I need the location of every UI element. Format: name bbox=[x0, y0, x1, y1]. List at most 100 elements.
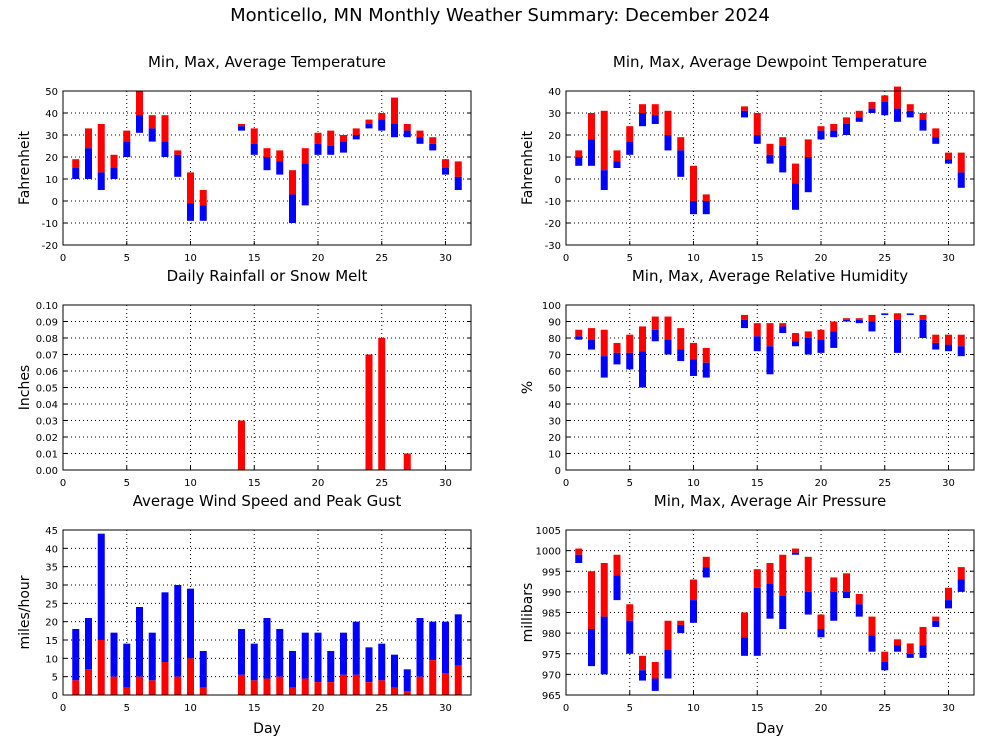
max-bar bbox=[957, 567, 965, 580]
rain-bar bbox=[403, 453, 411, 470]
gust-bar bbox=[429, 621, 437, 661]
y-tick-label: 0.03 bbox=[36, 417, 58, 428]
min-bar bbox=[651, 115, 659, 124]
max-bar bbox=[817, 329, 825, 340]
min-bar bbox=[613, 352, 621, 365]
max-bar bbox=[340, 135, 347, 142]
max-bar bbox=[957, 334, 965, 347]
max-bar bbox=[817, 126, 825, 131]
max-bar bbox=[639, 104, 646, 113]
min-bar bbox=[766, 346, 774, 375]
max-bar bbox=[830, 321, 838, 332]
max-bar bbox=[792, 333, 799, 342]
min-bar bbox=[690, 359, 697, 376]
avg-wind-bar bbox=[403, 691, 411, 695]
x-tick-label: 15 bbox=[248, 478, 261, 489]
y-tick-label: 30 bbox=[45, 581, 58, 592]
max-bar bbox=[250, 128, 258, 144]
max-bar bbox=[945, 152, 952, 160]
min-bar bbox=[626, 620, 634, 654]
max-bar bbox=[843, 117, 850, 124]
y-tick-label: 80 bbox=[548, 334, 561, 345]
x-tick-label: 20 bbox=[815, 703, 828, 714]
y-axis-label: Fahrenheit bbox=[520, 130, 536, 205]
max-bar bbox=[238, 124, 245, 127]
min-bar bbox=[677, 624, 685, 634]
min-bar bbox=[855, 117, 863, 122]
min-bar bbox=[906, 110, 914, 118]
max-bar bbox=[779, 554, 787, 596]
max-bar bbox=[677, 620, 685, 625]
x-tick-label: 25 bbox=[375, 253, 388, 264]
y-tick-label: 30 bbox=[548, 417, 561, 428]
min-bar bbox=[250, 143, 258, 155]
x-axis-label: Day bbox=[756, 721, 784, 737]
max-bar bbox=[945, 334, 952, 345]
max-bar bbox=[454, 161, 462, 177]
avg-wind-bar bbox=[148, 680, 156, 695]
min-bar bbox=[626, 141, 634, 155]
x-tick-label: 20 bbox=[815, 253, 828, 264]
y-tick-label: 30 bbox=[45, 131, 58, 142]
min-bar bbox=[753, 587, 761, 656]
max-bar bbox=[677, 328, 685, 350]
y-tick-label: 15 bbox=[45, 636, 58, 647]
gust-bar bbox=[327, 651, 335, 683]
avg-wind-bar bbox=[238, 674, 245, 695]
max-bar bbox=[588, 328, 595, 340]
avg-wind-bar bbox=[365, 682, 373, 695]
gust-bar bbox=[238, 629, 245, 675]
max-bar bbox=[314, 132, 322, 144]
y-tick-label: 0.01 bbox=[36, 450, 58, 461]
min-bar bbox=[906, 653, 914, 658]
max-bar bbox=[289, 170, 296, 195]
max-bar bbox=[932, 128, 940, 138]
min-bar bbox=[779, 596, 787, 629]
min-bar bbox=[843, 319, 850, 322]
min-bar bbox=[600, 356, 608, 378]
max-bar bbox=[600, 563, 608, 617]
avg-wind-bar bbox=[378, 680, 386, 695]
x-axis-label: Day bbox=[253, 721, 281, 737]
min-bar bbox=[429, 143, 437, 151]
y-tick-label: 50 bbox=[548, 384, 561, 395]
x-tick-label: 5 bbox=[627, 703, 633, 714]
max-bar bbox=[817, 614, 825, 629]
y-tick-label: 25 bbox=[45, 599, 58, 610]
min-bar bbox=[238, 126, 245, 131]
max-bar bbox=[766, 143, 774, 155]
max-bar bbox=[263, 148, 271, 157]
max-bar bbox=[690, 165, 697, 201]
x-tick-label: 20 bbox=[312, 253, 325, 264]
max-bar bbox=[613, 150, 621, 162]
x-tick-label: 15 bbox=[751, 478, 764, 489]
max-bar bbox=[906, 313, 914, 315]
max-bar bbox=[651, 104, 659, 116]
min-bar bbox=[881, 102, 889, 116]
min-bar bbox=[868, 635, 876, 652]
max-bar bbox=[855, 110, 863, 118]
min-bar bbox=[613, 575, 621, 601]
y-tick-label: 0.02 bbox=[36, 433, 58, 444]
max-bar bbox=[442, 159, 449, 168]
min-bar bbox=[136, 115, 143, 133]
min-bar bbox=[575, 336, 583, 340]
min-bar bbox=[779, 146, 787, 173]
panel-title: Min, Max, Average Dewpoint Temperature bbox=[613, 53, 927, 71]
min-bar bbox=[753, 135, 761, 144]
max-bar bbox=[753, 569, 761, 588]
max-bar bbox=[843, 318, 850, 320]
avg-wind-bar bbox=[250, 680, 258, 695]
y-tick-label: 60 bbox=[548, 367, 561, 378]
max-bar bbox=[651, 316, 659, 330]
x-tick-label: 10 bbox=[687, 478, 700, 489]
min-bar bbox=[639, 670, 646, 681]
x-tick-label: 5 bbox=[124, 478, 130, 489]
y-axis-label: millibars bbox=[520, 583, 536, 643]
x-tick-label: 10 bbox=[687, 703, 700, 714]
y-tick-label: 965 bbox=[542, 691, 561, 702]
y-tick-label: 20 bbox=[548, 131, 561, 142]
avg-wind-bar bbox=[110, 676, 118, 695]
x-tick-label: 20 bbox=[312, 703, 325, 714]
x-tick-label: 5 bbox=[124, 253, 130, 264]
